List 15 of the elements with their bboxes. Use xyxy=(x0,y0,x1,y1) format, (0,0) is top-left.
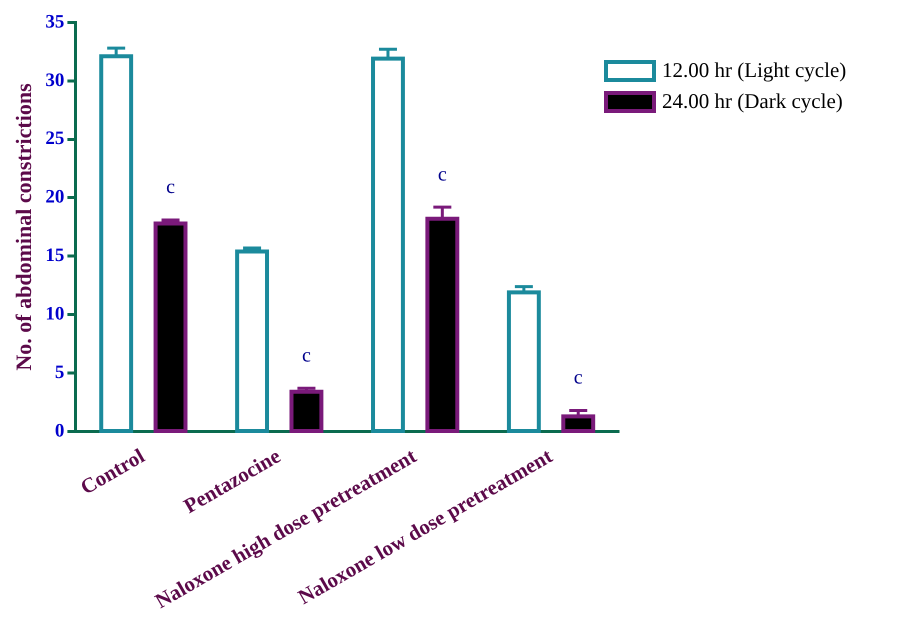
y-tick-label: 25 xyxy=(45,128,64,150)
legend-label: 12.00 hr (Light cycle) xyxy=(662,58,846,83)
y-tick-label: 35 xyxy=(45,11,64,32)
annotation: c xyxy=(438,163,447,186)
annotation: c xyxy=(302,344,311,367)
y-tick-label: 10 xyxy=(45,304,64,325)
y-tick-label: 0 xyxy=(54,420,64,442)
annotation: c xyxy=(574,366,583,389)
y-tick-label: 20 xyxy=(45,186,64,208)
y-tick-label: 15 xyxy=(45,245,64,266)
y-tick-label: 5 xyxy=(54,362,64,383)
y-tick-label: 30 xyxy=(45,70,64,91)
annotation: c xyxy=(166,176,176,198)
legend-label: 24.00 hr (Dark cycle) xyxy=(662,89,843,114)
y-axis-title: No. of abdominal constrictions xyxy=(10,82,36,371)
